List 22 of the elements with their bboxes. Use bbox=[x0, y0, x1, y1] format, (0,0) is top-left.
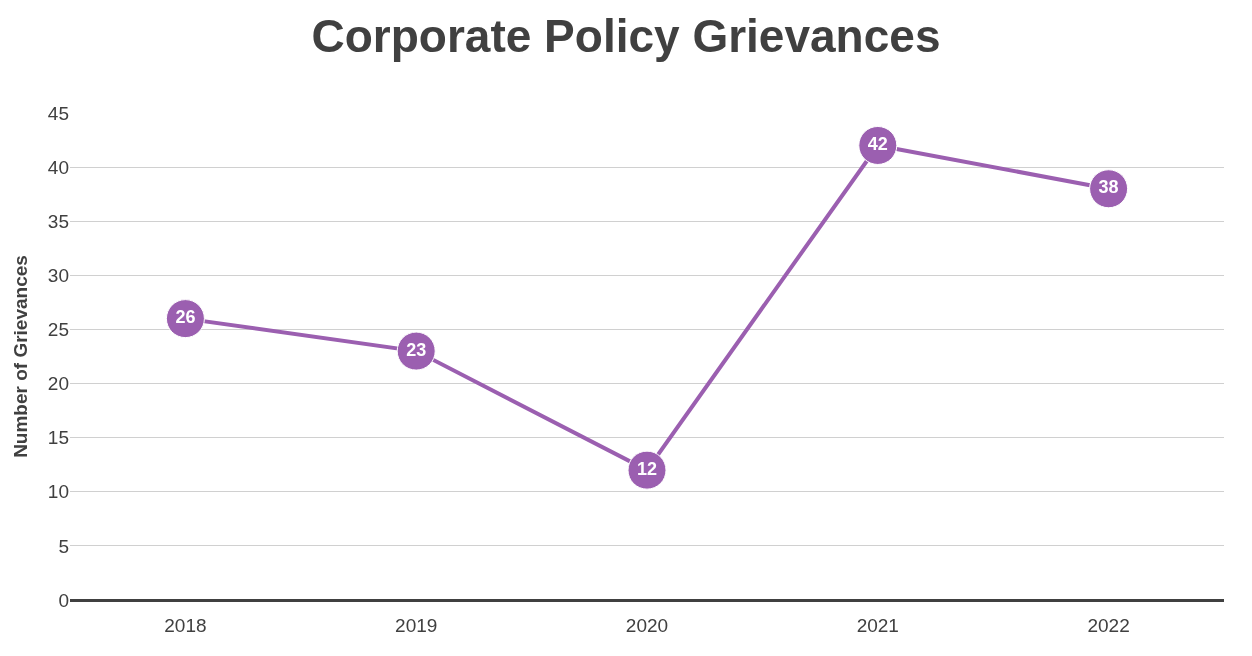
y-tick-label: 25 bbox=[47, 319, 69, 341]
y-tick-label: 30 bbox=[47, 264, 69, 286]
y-tick-label: 40 bbox=[47, 156, 69, 178]
x-tick-label: 2019 bbox=[395, 615, 438, 636]
y-tick-label: 45 bbox=[47, 102, 69, 124]
y-tick-label: 10 bbox=[47, 481, 69, 503]
y-tick-label: 15 bbox=[47, 427, 69, 449]
data-label: 12 bbox=[636, 458, 658, 479]
x-tick-label: 2022 bbox=[1087, 615, 1130, 636]
data-label: 42 bbox=[867, 133, 888, 154]
data-label: 26 bbox=[175, 307, 196, 328]
y-axis-title: Number of Grievances bbox=[9, 255, 31, 458]
data-label: 23 bbox=[406, 339, 427, 360]
y-tick-label: 35 bbox=[47, 210, 69, 232]
chart-title: Corporate Policy Grievances bbox=[311, 9, 941, 62]
data-label: 38 bbox=[1098, 177, 1119, 198]
x-tick-label: 2021 bbox=[856, 615, 899, 636]
x-tick-label: 2020 bbox=[625, 615, 669, 636]
y-tick-label: 20 bbox=[47, 373, 69, 395]
y-tick-label: 5 bbox=[58, 535, 69, 557]
x-tick-label: 2018 bbox=[164, 615, 207, 636]
y-tick-label: 0 bbox=[58, 589, 69, 611]
